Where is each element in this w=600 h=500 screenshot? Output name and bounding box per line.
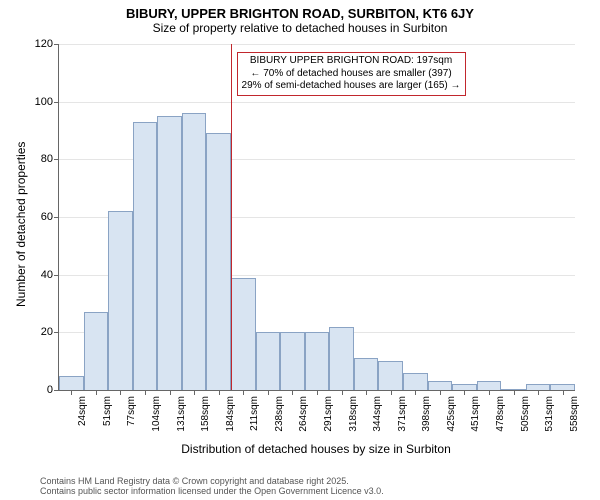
x-tick-mark (71, 390, 72, 395)
histogram-bar (108, 211, 133, 390)
x-tick-mark (342, 390, 343, 395)
x-tick-label: 478sqm (493, 396, 506, 432)
y-tick-label: 120 (35, 38, 59, 50)
annotation-line (231, 44, 232, 390)
x-tick-mark (268, 390, 269, 395)
x-tick-mark (514, 390, 515, 395)
plot-area: 02040608010012024sqm51sqm77sqm104sqm131s… (58, 44, 575, 391)
histogram-bar (354, 358, 379, 390)
grid-line (59, 44, 575, 45)
y-tick-label: 100 (35, 96, 59, 108)
y-tick-label: 40 (41, 269, 59, 281)
x-tick-mark (366, 390, 367, 395)
x-tick-label: 184sqm (223, 396, 236, 432)
x-tick-label: 291sqm (321, 396, 334, 432)
x-tick-label: 398sqm (419, 396, 432, 432)
x-tick-label: 51sqm (100, 396, 113, 426)
histogram-bar (329, 327, 354, 390)
histogram-bar (231, 278, 256, 390)
chart-footer: Contains HM Land Registry data © Crown c… (0, 476, 600, 496)
histogram-bar (206, 133, 231, 390)
y-tick-label: 60 (41, 211, 59, 223)
y-axis-label: Number of detached properties (14, 142, 28, 307)
annotation-text-line: ← 70% of detached houses are smaller (39… (242, 68, 461, 81)
y-tick-label: 80 (41, 153, 59, 165)
y-tick-label: 0 (47, 384, 59, 396)
x-tick-mark (391, 390, 392, 395)
histogram-bar (378, 361, 403, 390)
grid-line (59, 102, 575, 103)
x-tick-mark (219, 390, 220, 395)
chart-subtitle: Size of property relative to detached ho… (0, 21, 600, 35)
x-tick-mark (538, 390, 539, 395)
histogram-bar (133, 122, 158, 390)
histogram-bar (305, 332, 330, 390)
footer-line-2: Contains public sector information licen… (40, 486, 600, 496)
x-tick-mark (317, 390, 318, 395)
x-axis-label: Distribution of detached houses by size … (58, 442, 574, 456)
x-tick-label: 558sqm (567, 396, 580, 432)
x-tick-label: 158sqm (198, 396, 211, 432)
x-tick-label: 104sqm (149, 396, 162, 432)
histogram-bar (59, 376, 84, 390)
x-tick-mark (96, 390, 97, 395)
histogram-bar (182, 113, 207, 390)
histogram-bar (428, 381, 453, 390)
x-tick-mark (489, 390, 490, 395)
x-tick-label: 24sqm (75, 396, 88, 426)
x-tick-mark (120, 390, 121, 395)
x-tick-label: 425sqm (444, 396, 457, 432)
x-tick-mark (292, 390, 293, 395)
histogram-bar (84, 312, 109, 390)
x-tick-label: 371sqm (395, 396, 408, 432)
x-tick-label: 451sqm (468, 396, 481, 432)
x-tick-label: 238sqm (272, 396, 285, 432)
x-tick-label: 318sqm (346, 396, 359, 432)
x-tick-label: 531sqm (542, 396, 555, 432)
x-tick-mark (170, 390, 171, 395)
histogram-bar (280, 332, 305, 390)
x-tick-mark (194, 390, 195, 395)
chart-title: BIBURY, UPPER BRIGHTON ROAD, SURBITON, K… (0, 0, 600, 21)
x-tick-label: 131sqm (174, 396, 187, 432)
x-tick-label: 505sqm (518, 396, 531, 432)
x-tick-label: 77sqm (124, 396, 137, 426)
histogram-bar (477, 381, 502, 390)
x-tick-mark (464, 390, 465, 395)
x-tick-mark (563, 390, 564, 395)
x-tick-mark (415, 390, 416, 395)
x-tick-label: 344sqm (370, 396, 383, 432)
annotation-text-line: 29% of semi-detached houses are larger (… (242, 80, 461, 93)
footer-line-1: Contains HM Land Registry data © Crown c… (40, 476, 600, 486)
chart-container: BIBURY, UPPER BRIGHTON ROAD, SURBITON, K… (0, 0, 600, 500)
y-tick-label: 20 (41, 326, 59, 338)
x-tick-mark (243, 390, 244, 395)
x-tick-label: 264sqm (296, 396, 309, 432)
annotation-text-line: BIBURY UPPER BRIGHTON ROAD: 197sqm (242, 55, 461, 68)
annotation-box: BIBURY UPPER BRIGHTON ROAD: 197sqm← 70% … (237, 52, 466, 96)
histogram-bar (256, 332, 281, 390)
histogram-bar (403, 373, 428, 390)
x-tick-mark (440, 390, 441, 395)
x-tick-mark (145, 390, 146, 395)
x-tick-label: 211sqm (247, 396, 260, 431)
histogram-bar (157, 116, 182, 390)
